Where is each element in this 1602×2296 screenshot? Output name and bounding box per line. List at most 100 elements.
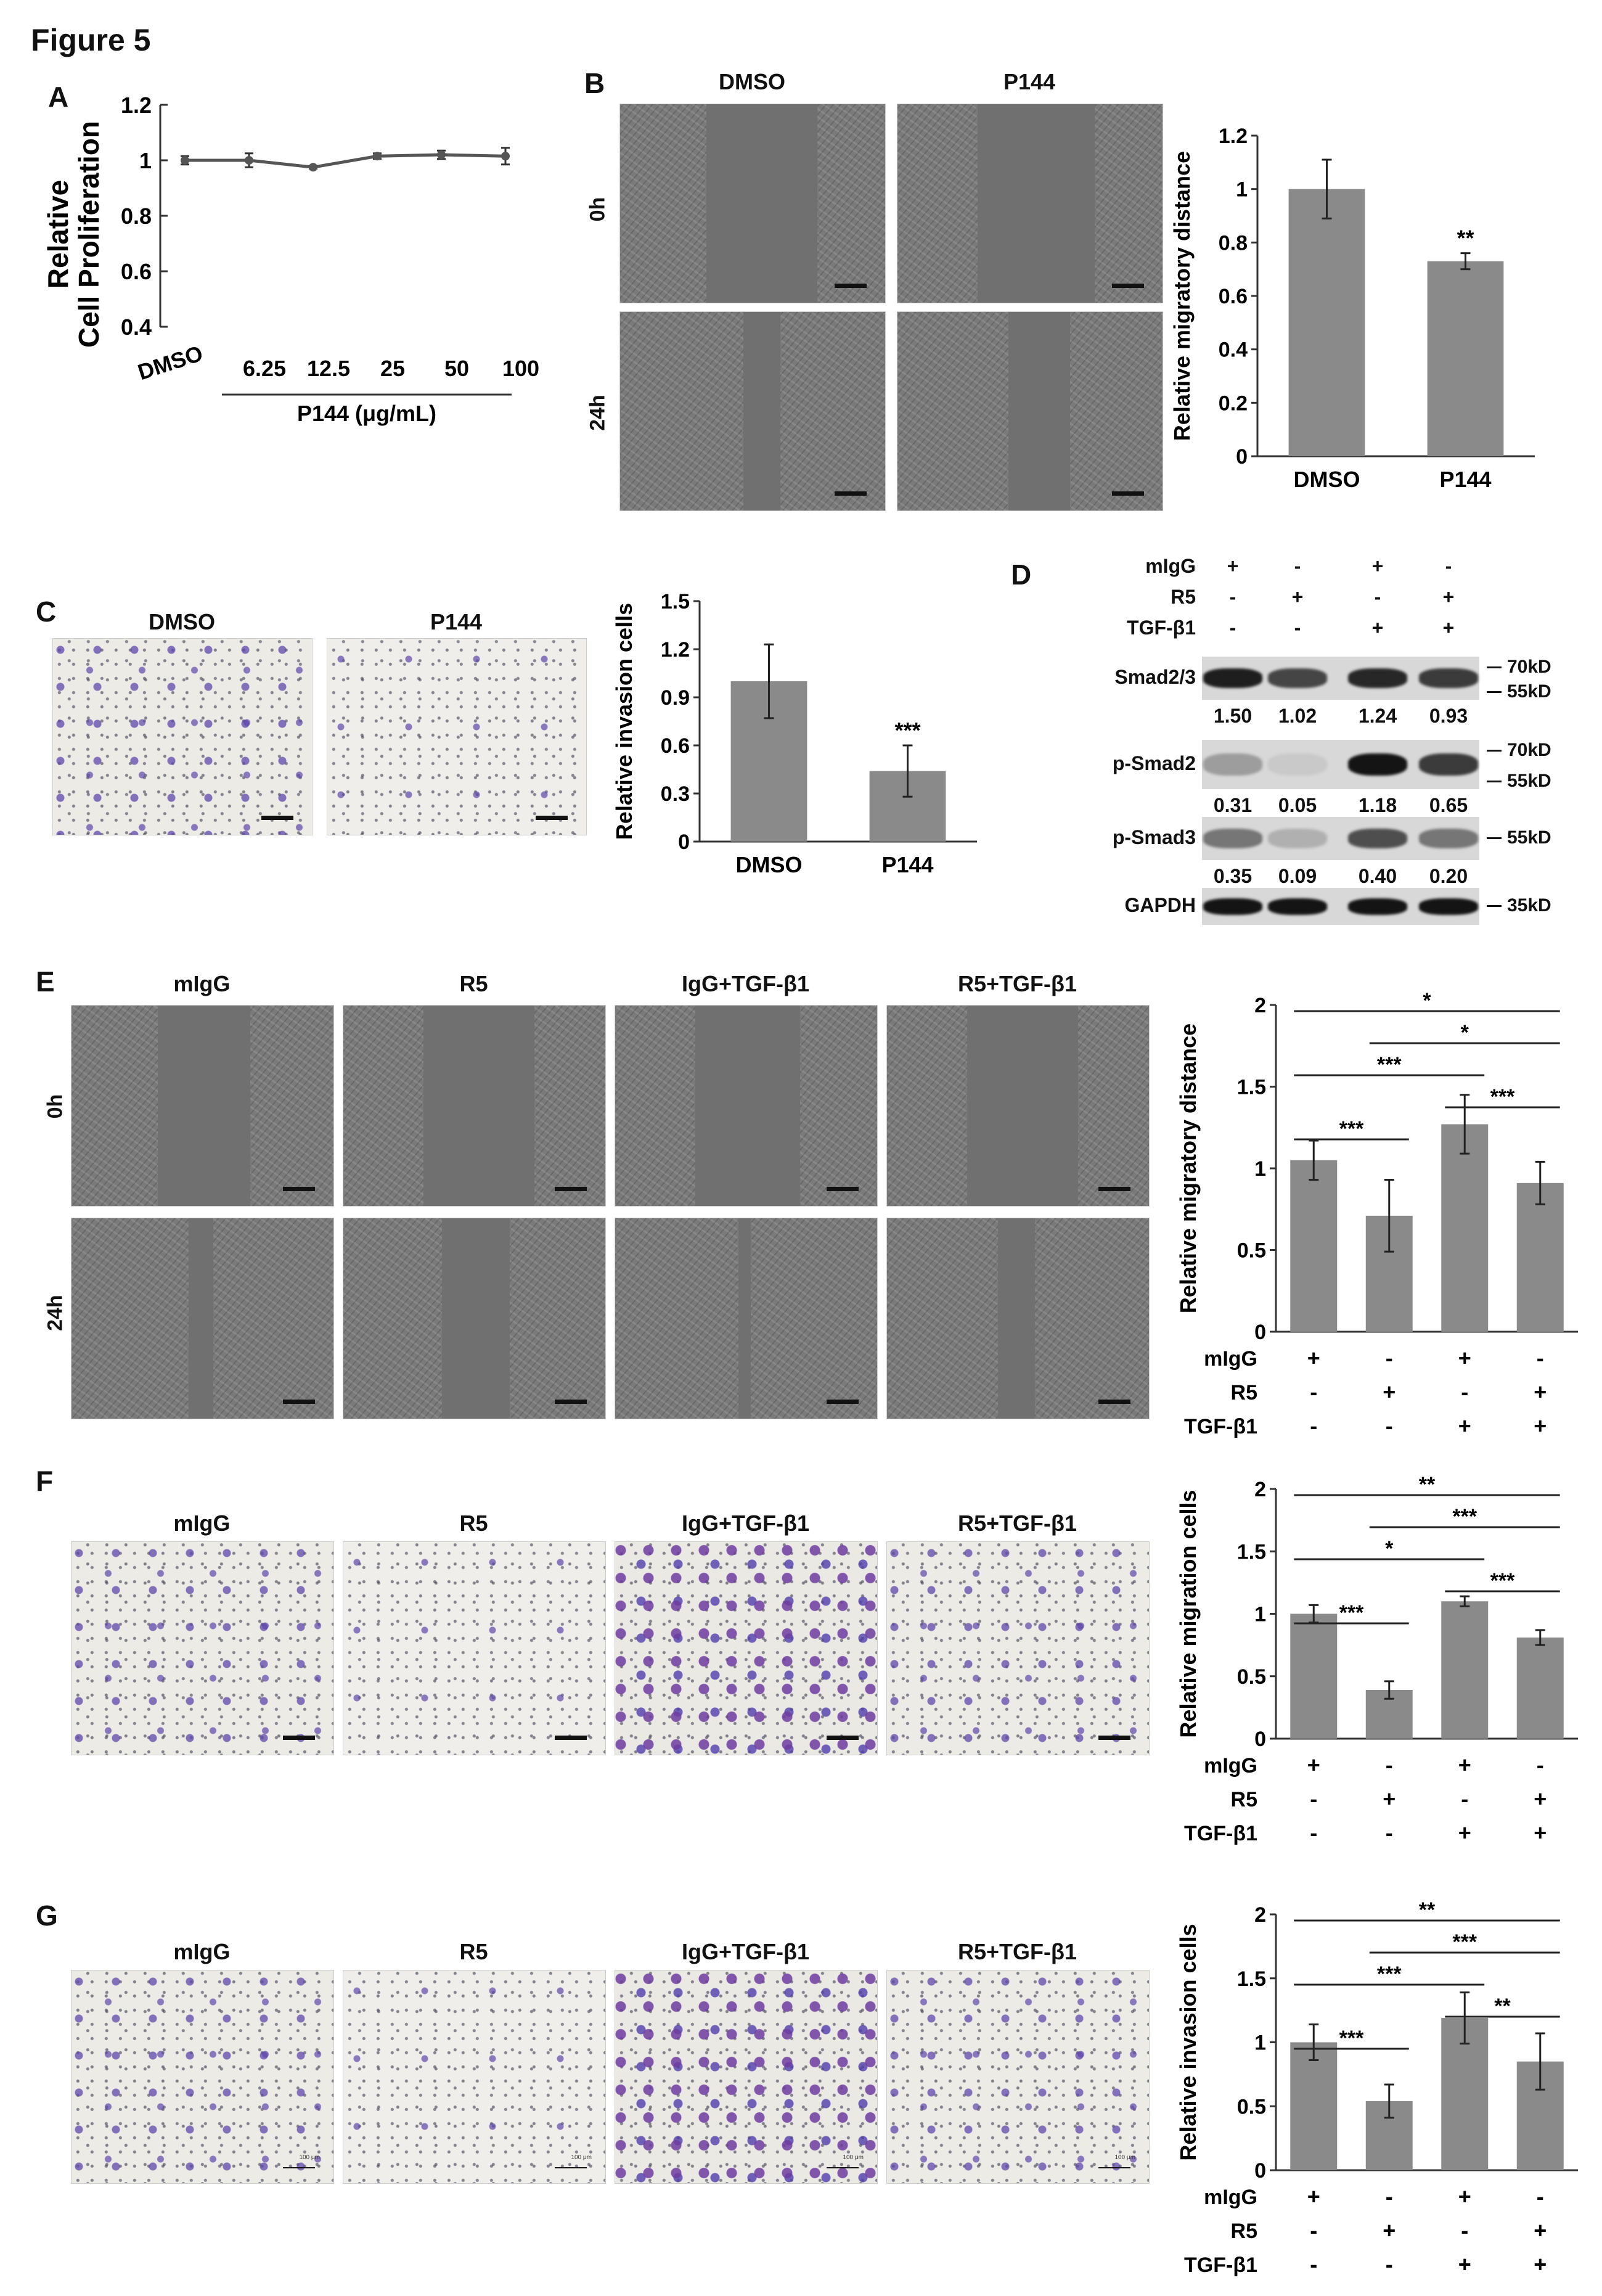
panel-e-ylabel: Relative migratory distance [1175, 1023, 1201, 1313]
panel-d-blot-label: p-Smad2 [1112, 752, 1196, 774]
panel-b-bar [1427, 261, 1504, 456]
panel-d-densitometry-value: 1.18 [1358, 794, 1397, 816]
panel-f-col-2: IgG+TGF-β1 [682, 1511, 809, 1536]
panel-f-treatment-sign: - [1310, 1786, 1317, 1811]
panel-g-treatment-sign: + [1383, 2218, 1396, 2243]
panel-label-g: G [36, 1900, 58, 1932]
panel-label-e: E [36, 966, 55, 998]
panel-d-condition-label: mIgG [1145, 555, 1196, 577]
panel-f-treatment-sign: + [1534, 1786, 1547, 1811]
panel-b-ytick-label: 0.6 [1219, 285, 1248, 308]
panel-f-ylabel: Relative migration cells [1175, 1490, 1201, 1737]
panel-b-ylabel: Relative migratory distance [1169, 151, 1195, 441]
panel-a-ytick-label: 0.8 [121, 203, 152, 229]
panel-c-ytick-label: 0.6 [661, 734, 690, 758]
panel-e-treatment-sign: - [1386, 1413, 1393, 1438]
panel-g-col-0: mIgG [173, 1939, 231, 1964]
panel-d-band [1348, 898, 1407, 915]
panel-g-ytick-label: 1 [1254, 2032, 1266, 2055]
panel-g-bracket-label: ** [1494, 1995, 1511, 2018]
panel-b-col-p144: P144 [1003, 69, 1056, 94]
panel-g-treatment-sign: + [1458, 2184, 1471, 2209]
panel-e-row-24h: 24h [43, 1295, 67, 1331]
panel-b-ytick-label: 0.8 [1219, 231, 1248, 255]
panel-b-ytick-label: 1.2 [1219, 125, 1248, 148]
panel-d-densitometry-value: 0.93 [1429, 705, 1468, 727]
panel-d-band [1348, 829, 1407, 848]
panel-f-bar [1516, 1637, 1564, 1739]
panel-d-densitometry-value: 1.50 [1213, 705, 1253, 727]
panel-d-densitometry-value: 1.02 [1278, 705, 1317, 727]
panel-b-ytick-label: 0.4 [1219, 338, 1248, 362]
panel-g-col-3: R5+TGF-β1 [957, 1939, 1077, 1964]
panel-e-treatment-sign: + [1458, 1413, 1471, 1438]
panel-d-band [1268, 753, 1327, 776]
panel-f-bar [1290, 1613, 1338, 1739]
panel-e-bar [1516, 1183, 1564, 1332]
panel-d-condition-sign: + [1371, 555, 1384, 577]
panel-g-ytick-label: 0 [1254, 2159, 1266, 2183]
panel-d-condition-sign: + [1442, 586, 1455, 608]
panel-d-band [1419, 753, 1478, 776]
panel-d-densitometry-value: 0.65 [1429, 794, 1468, 816]
panel-a-line [185, 153, 506, 169]
panel-c-ytick-label: 0.9 [661, 686, 690, 710]
panel-a-point [437, 150, 446, 159]
panel-c-ytick-label: 1.5 [661, 590, 690, 613]
panel-f-bracket-label: *** [1339, 1601, 1364, 1625]
panel-e-bar [1441, 1124, 1489, 1332]
panel-g-image-r5-tgf: 100 μm [886, 1970, 1150, 2184]
panel-d-condition-sign: - [1294, 617, 1301, 639]
panel-a-xtick-label: DMSO [134, 340, 205, 385]
panel-d-marker-tick [1487, 837, 1502, 839]
panel-c-col-dmso: DMSO [149, 609, 215, 634]
panel-f-treatment-sign: + [1534, 1820, 1547, 1845]
panel-d-band [1419, 829, 1478, 848]
panel-g-bracket-label: *** [1452, 1930, 1477, 1954]
panel-c-col-p144: P144 [430, 609, 483, 634]
panel-g-image-igg-tgf: 100 μm [615, 1970, 878, 2184]
panel-b-image-dmso-0h [619, 104, 886, 303]
panel-d-marker-label: 55kD [1507, 827, 1551, 848]
panel-e-bracket-label: *** [1377, 1053, 1402, 1076]
panel-b-image-dmso-24h [619, 311, 886, 511]
panel-f-ytick-label: 1.5 [1237, 1540, 1266, 1564]
panel-g-treatment-sign: + [1534, 2218, 1547, 2243]
panel-g-treatment-label: R5 [1231, 2220, 1257, 2243]
panel-d-band [1348, 668, 1407, 688]
panel-c-ytick-label: 1.2 [661, 638, 690, 662]
panel-e-treatment-sign: - [1461, 1379, 1468, 1404]
panel-e-treatment-sign: - [1310, 1379, 1317, 1404]
panel-g-scale-text-1: 100 μm [571, 2154, 592, 2161]
panel-e-treatment-sign: - [1537, 1345, 1544, 1371]
panel-c-xtick-label: DMSO [736, 852, 803, 877]
panel-e-col-1: R5 [459, 971, 488, 996]
panel-e-col-2: IgG+TGF-β1 [682, 971, 809, 996]
panel-e-bracket-label: * [1423, 989, 1431, 1012]
panel-d-densitometry-value: 1.24 [1358, 705, 1397, 727]
panel-d-blot-label: p-Smad3 [1112, 826, 1196, 848]
panel-d-condition-sign: + [1227, 555, 1239, 577]
panel-g-treatment-sign: - [1461, 2218, 1468, 2243]
panel-c-ylabel: Relative invasion cells [611, 603, 637, 840]
panel-d-condition-sign: - [1229, 617, 1236, 639]
panel-e-col-0: mIgG [173, 971, 231, 996]
panel-g-bracket-label: *** [1339, 2027, 1364, 2050]
panel-g-treatment-label: mIgG [1204, 2186, 1257, 2209]
panel-d-condition-sign: + [1371, 617, 1384, 639]
panel-c-chart: Relative invasion cells 0 0.3 0.6 0.9 1.2 1.5 D… [611, 590, 977, 877]
panel-g-bracket-label: ** [1419, 1898, 1436, 1922]
panel-f-treatment-label: TGF-β1 [1184, 1822, 1257, 1845]
panel-b-significance: ** [1457, 226, 1474, 251]
panel-f-image-r5 [343, 1541, 606, 1755]
panel-g-treatment-sign: - [1386, 2252, 1393, 2277]
panel-d-blot-label: Smad2/3 [1114, 666, 1196, 688]
panel-e-treatment-label: TGF-β1 [1184, 1415, 1257, 1438]
panel-b-row-0h: 0h [586, 197, 610, 222]
panel-d-condition-sign: + [1442, 617, 1455, 639]
panel-d-condition-sign: - [1294, 555, 1301, 577]
panel-a-chart: Relative Cell Proliferation 0.4 0.6 0.8 1 1.… [42, 92, 539, 426]
panel-d-densitometry-value: 0.20 [1429, 865, 1468, 887]
panel-a-ytick-label: 0.4 [121, 314, 152, 340]
